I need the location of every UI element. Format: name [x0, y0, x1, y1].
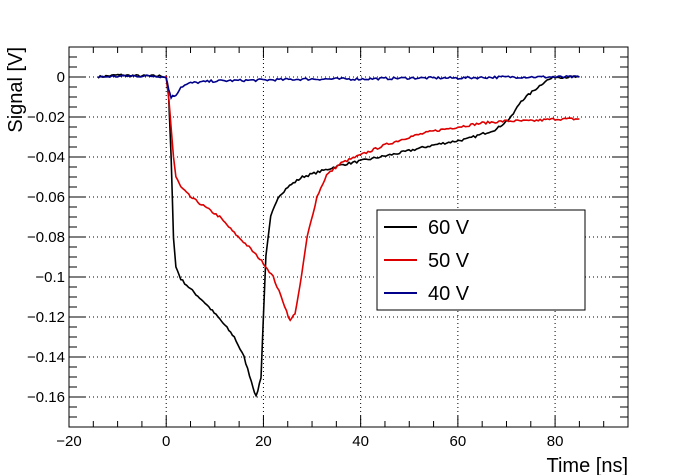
legend: 60 V 50 V 40 V	[376, 209, 586, 311]
series-line-2	[97, 74, 580, 101]
x-tick-label: 40	[352, 433, 369, 450]
x-tick-label: 20	[255, 433, 272, 450]
y-tick-label: −0.06	[27, 189, 65, 206]
x-tick-label: 80	[547, 433, 564, 450]
x-axis-title: Time [ns]	[547, 455, 629, 475]
y-tick-label: −0.04	[27, 149, 65, 166]
legend-label: 60 V	[428, 217, 470, 239]
y-tick-label: −0.16	[27, 389, 65, 406]
y-tick-label: −0.08	[27, 229, 65, 246]
y-axis-title: Signal [V]	[5, 47, 27, 133]
legend-label: 40 V	[428, 283, 470, 305]
legend-label: 50 V	[428, 250, 470, 272]
tick-labels: −20 0 20 40 60 80 0 −0.02 −0.04 −0.06 −0.08 −0.1 −0.…	[27, 69, 563, 450]
axis-ticks	[68, 46, 629, 427]
y-tick-label: 0	[57, 69, 65, 86]
series-line-0	[97, 73, 580, 398]
y-tick-label: −0.1	[35, 269, 65, 286]
series-line-1	[165, 75, 580, 322]
y-tick-label: −0.12	[27, 309, 65, 326]
plot-series	[97, 73, 580, 398]
x-tick-label: −20	[56, 433, 81, 450]
x-tick-label: 60	[450, 433, 467, 450]
y-tick-label: −0.02	[27, 109, 65, 126]
plot-frame	[68, 46, 629, 428]
x-tick-label: 0	[162, 433, 170, 450]
y-tick-label: −0.14	[27, 349, 65, 366]
